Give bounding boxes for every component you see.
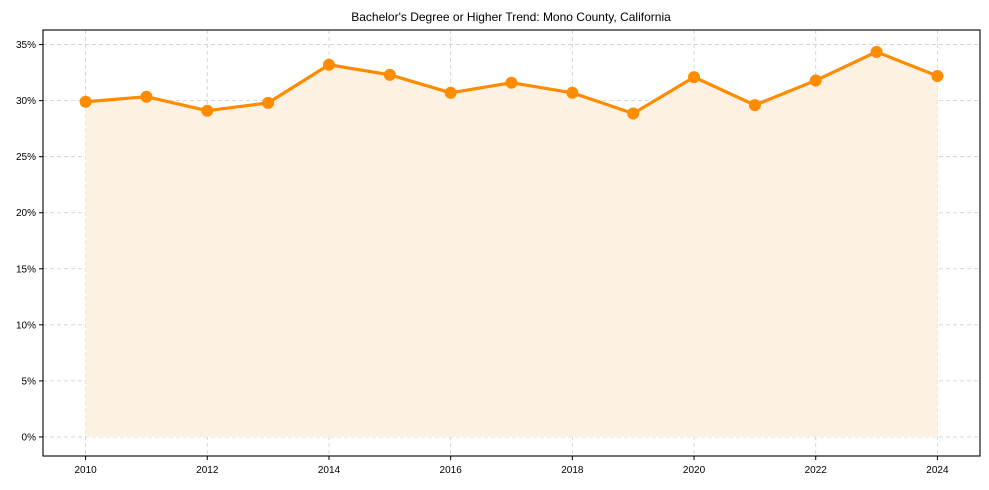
y-axis: 0% 5% 10% 15% 20% 25% 30% 35% — [16, 40, 43, 443]
x-tick-label: 2018 — [561, 465, 584, 476]
data-point-2016 — [444, 86, 457, 99]
data-point-2019 — [627, 107, 640, 120]
x-tick-label: 2022 — [805, 465, 828, 476]
data-point-2015 — [383, 68, 396, 81]
data-point-2017 — [505, 76, 518, 89]
plot-frame — [42, 29, 981, 457]
y-tick-label: 10% — [16, 320, 36, 331]
data-point-2023 — [870, 45, 883, 58]
x-tick-label: 2012 — [196, 465, 219, 476]
y-tick-label: 5% — [22, 376, 37, 387]
y-tick-label: 15% — [16, 264, 36, 275]
chart-title: Bachelor's Degree or Higher Trend: Mono … — [351, 10, 671, 24]
data-point-2020 — [688, 71, 701, 84]
data-point-2018 — [566, 86, 579, 99]
data-point-2022 — [809, 74, 822, 87]
data-point-2021 — [748, 99, 761, 112]
x-tick-label: 2024 — [926, 465, 949, 476]
data-point-2013 — [262, 96, 275, 109]
data-point-2011 — [140, 90, 153, 103]
data-point-2012 — [201, 104, 214, 117]
x-tick-label: 2016 — [440, 465, 463, 476]
y-tick-label: 20% — [16, 208, 36, 219]
data-point-2010 — [79, 95, 92, 108]
area-fill — [85, 51, 938, 437]
data-point-markers — [79, 45, 944, 120]
x-axis: 2010 2012 2014 2016 2018 2020 2022 2024 — [74, 456, 949, 476]
y-tick-label: 35% — [16, 40, 36, 51]
data-point-2014 — [322, 58, 335, 71]
x-tick-label: 2014 — [318, 465, 341, 476]
y-tick-label: 0% — [22, 432, 37, 443]
y-tick-label: 30% — [16, 96, 36, 107]
data-point-2024 — [931, 69, 944, 82]
y-tick-label: 25% — [16, 152, 36, 163]
x-tick-label: 2020 — [683, 465, 706, 476]
x-tick-label: 2010 — [74, 465, 97, 476]
